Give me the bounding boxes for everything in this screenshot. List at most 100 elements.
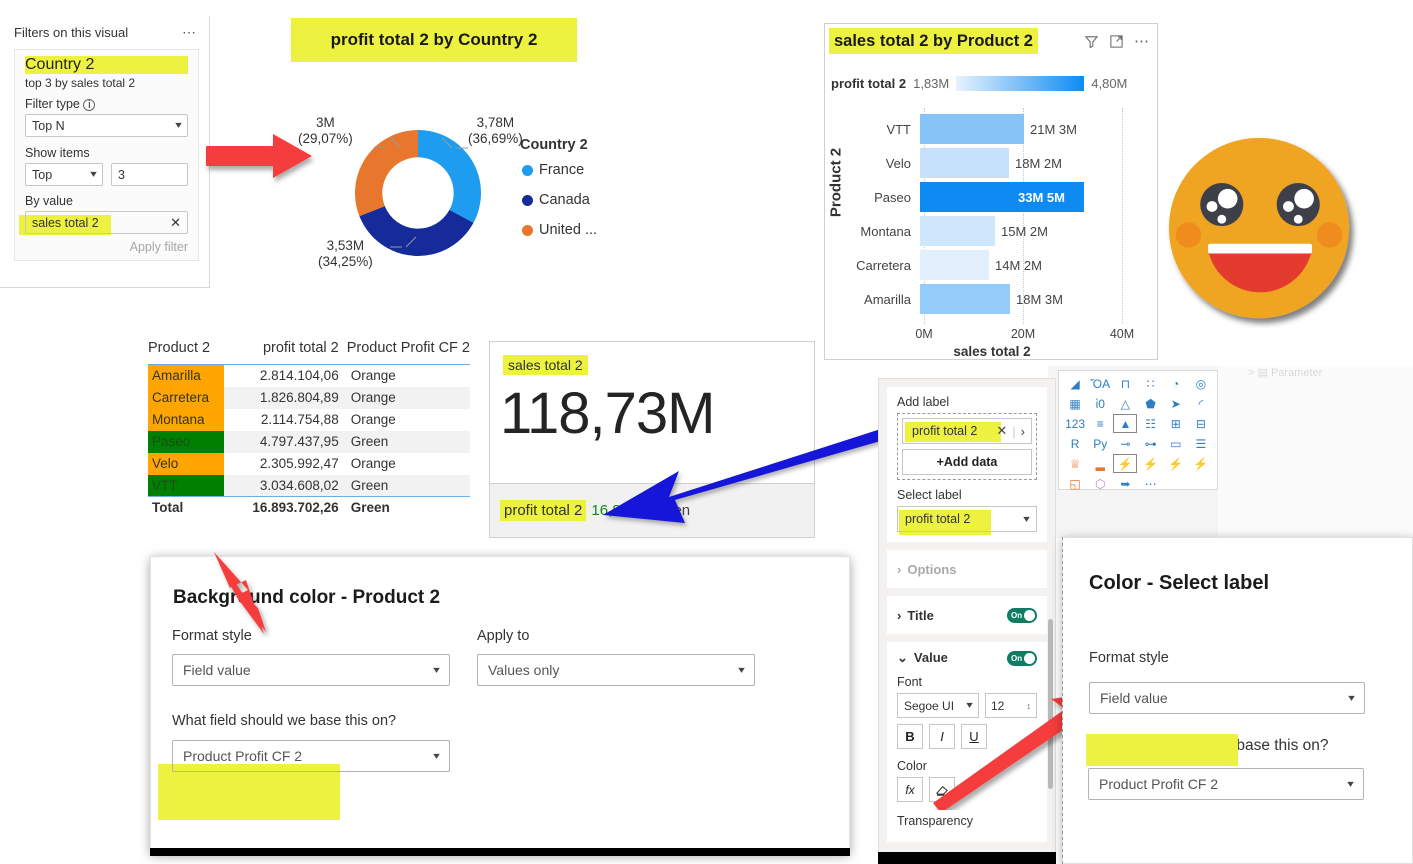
r-visual-icon[interactable]: R (1070, 436, 1080, 451)
column-header-cf[interactable]: Product Profit CF 2 (346, 340, 470, 356)
filter-type-select[interactable]: Top N ▾ (25, 114, 188, 137)
bar-row-amarilla[interactable]: Amarilla 18M 3M (825, 284, 1159, 314)
pie-chart-icon[interactable]: ◔ (1172, 376, 1180, 391)
globe-map-icon[interactable]: ἱ0 (1095, 396, 1105, 411)
scatter-chart-icon[interactable]: ∷ (1146, 376, 1155, 391)
cell-product: Carretera (148, 386, 224, 409)
matrix-icon[interactable]: ⊟ (1195, 416, 1206, 431)
card-icon[interactable]: 123 (1065, 416, 1086, 431)
visualizations-gallery[interactable]: ◢ ὌA ⊓ ∷ ◔ ◎ ▦ ἱ0 △ ⬟ ➤ ◜ 123 ≡ ▲ ☷ ⊞ ⊟ R Py ⊸ ⊶ ▭ ☰ ♕ ▂ ⚡ ⚡ ⚡ ⚡ ◱ ⬡ ➥ ⋯ (1058, 370, 1218, 491)
paginated-report-icon[interactable]: ♕ (1069, 456, 1081, 471)
bar-row-velo[interactable]: Velo 18M 2M (825, 148, 1159, 178)
metrics-icon[interactable]: ▂ (1095, 456, 1105, 471)
table-row[interactable]: Paseo 4.797.437,95 Green (148, 430, 470, 453)
table-row[interactable]: Velo 2.305.992,47 Orange (148, 452, 470, 475)
donut-chart[interactable]: 3,78M (36,69%) 3M (29,07%) 3,53M (34,25%… (290, 95, 620, 285)
legend-item-united[interactable]: United ... (522, 222, 597, 238)
slicer-icon[interactable]: ☷ (1145, 416, 1156, 431)
bar-row-paseo[interactable]: Paseo 33M 5M (825, 182, 1159, 212)
area-chart-icon[interactable]: ◢ (1070, 376, 1080, 391)
legend-item-france[interactable]: France (522, 162, 584, 178)
donut-chart-icon[interactable]: ◎ (1195, 376, 1207, 391)
table-icon[interactable]: ⊞ (1170, 416, 1181, 431)
add-label-dropzone[interactable]: profit total 2 ✕ | › +Add data (897, 413, 1037, 480)
custom-visual-icon[interactable]: ◱ (1069, 476, 1081, 491)
ellipsis-icon[interactable]: ⋯ (182, 24, 197, 40)
bottom-strip-mid (878, 852, 1056, 864)
italic-button[interactable]: I (929, 724, 955, 749)
parameter-row[interactable]: > ▤ Parameter (1248, 367, 1323, 379)
close-icon[interactable]: ✕ (996, 423, 1008, 438)
treemap-icon[interactable]: ▦ (1069, 396, 1081, 411)
close-icon[interactable]: ✕ (170, 214, 181, 230)
power-apps-icon[interactable]: ⚡ (1113, 454, 1138, 473)
arcgis-map-icon[interactable]: ➤ (1170, 396, 1181, 411)
arrows-icon[interactable]: ➥ (1120, 476, 1131, 491)
kpi-card[interactable]: sales total 2 118,73M (489, 341, 815, 484)
column-header-product[interactable]: Product 2 (148, 340, 211, 356)
ribbon-chart-icon[interactable]: ὌA (1090, 376, 1111, 391)
legend-item-canada[interactable]: Canada (522, 192, 590, 208)
kpi-label: sales total 2 (503, 355, 588, 375)
by-value-field[interactable]: sales total 2 ✕ (25, 211, 188, 234)
shape-map-icon[interactable]: ⬟ (1145, 396, 1156, 411)
focus-mode-icon[interactable] (1109, 34, 1124, 49)
bar-row-carretera[interactable]: Carretera 14M 2M (825, 250, 1159, 280)
show-items-count-input[interactable]: 3 (111, 163, 188, 186)
bg-apply-to-select[interactable]: Values only ▾ (477, 654, 755, 686)
decomposition-tree-icon[interactable]: ⊶ (1144, 436, 1157, 451)
kpi-icon[interactable]: ▲ (1113, 414, 1138, 433)
q-and-a-icon[interactable]: ▭ (1170, 436, 1182, 451)
title-toggle[interactable]: On (1007, 607, 1037, 623)
bar-chart-visual[interactable]: sales total 2 by Product 2 ⋯ profit tota… (824, 23, 1158, 360)
column-header-profit[interactable]: profit total 2 (262, 340, 339, 356)
underline-button[interactable]: U (961, 724, 987, 749)
color-field-select[interactable]: Product Profit CF 2 ▾ (1088, 768, 1364, 800)
font-row: Segoe UI ▾ 12 ↕ (897, 693, 1037, 718)
fx-button[interactable]: fx (897, 777, 923, 802)
bg-field-group: What field should we base this on? Produ… (172, 713, 450, 772)
field-chip[interactable]: profit total 2 ✕ | › (902, 418, 1032, 444)
table-row[interactable]: VTT 3.034.608,02 Green (148, 474, 470, 497)
bar-data-label: 18M 3M (1016, 291, 1063, 307)
table-row[interactable]: Montana 2.114.754,88 Orange (148, 408, 470, 431)
table-row[interactable]: Amarilla 2.814.104,06 Orange (148, 364, 470, 387)
value-section-header[interactable]: ⌄ Value On (897, 650, 1037, 666)
value-toggle[interactable]: On (1007, 650, 1037, 666)
bar-row-montana[interactable]: Montana 15M 2M (825, 216, 1159, 246)
font-family-select[interactable]: Segoe UI ▾ (897, 693, 979, 718)
gauge-icon[interactable]: ◜ (1198, 396, 1204, 411)
filled-map-icon[interactable]: △ (1120, 396, 1131, 411)
info-icon[interactable]: i (83, 99, 96, 111)
power-bi-visual-icon[interactable]: ⚡ (1193, 456, 1209, 471)
filter-icon[interactable] (1084, 34, 1099, 49)
azure-map-icon[interactable]: ⚡ (1168, 456, 1184, 471)
bar-row-vtt[interactable]: VTT 21M 3M (825, 114, 1159, 144)
smart-narrative-icon[interactable]: ☰ (1195, 436, 1207, 451)
bg-format-style-select[interactable]: Field value ▾ (172, 654, 450, 686)
highlight-chip (905, 422, 1001, 442)
data-table[interactable]: Product 2 profit total 2 Product Profit … (148, 340, 470, 516)
more-icon[interactable]: ⋯ (1144, 476, 1157, 491)
multi-row-card-icon[interactable]: ≡ (1096, 416, 1104, 431)
color-format-style-select[interactable]: Field value ▾ (1089, 682, 1365, 714)
bg-field-select[interactable]: Product Profit CF 2 ▾ (172, 740, 450, 772)
apply-filter-button[interactable]: Apply filter (129, 240, 188, 254)
format-pane-scrollbar[interactable] (1048, 619, 1053, 789)
font-size-stepper[interactable]: 12 ↕ (985, 693, 1037, 718)
more-options-icon[interactable]: ⋯ (1134, 33, 1150, 50)
table-row[interactable]: Carretera 1.826.804,89 Orange (148, 386, 470, 409)
python-visual-icon[interactable]: Py (1093, 436, 1108, 451)
show-items-mode-select[interactable]: Top ▾ (25, 163, 103, 186)
options-section[interactable]: › Options (887, 550, 1047, 588)
chevron-right-icon[interactable]: › (1020, 423, 1025, 439)
bold-button[interactable]: B (897, 724, 923, 749)
select-label-dropdown[interactable]: profit total 2 ▾ (897, 506, 1037, 532)
power-automate-icon[interactable]: ⚡ (1143, 456, 1159, 471)
key-influencers-icon[interactable]: ⊸ (1120, 436, 1131, 451)
hexagon-icon[interactable]: ⬡ (1095, 476, 1106, 491)
title-section[interactable]: › Title On (887, 596, 1047, 634)
add-data-button[interactable]: +Add data (902, 449, 1032, 475)
show-items-label: Show items (25, 146, 90, 160)
waterfall-chart-icon[interactable]: ⊓ (1120, 376, 1131, 391)
